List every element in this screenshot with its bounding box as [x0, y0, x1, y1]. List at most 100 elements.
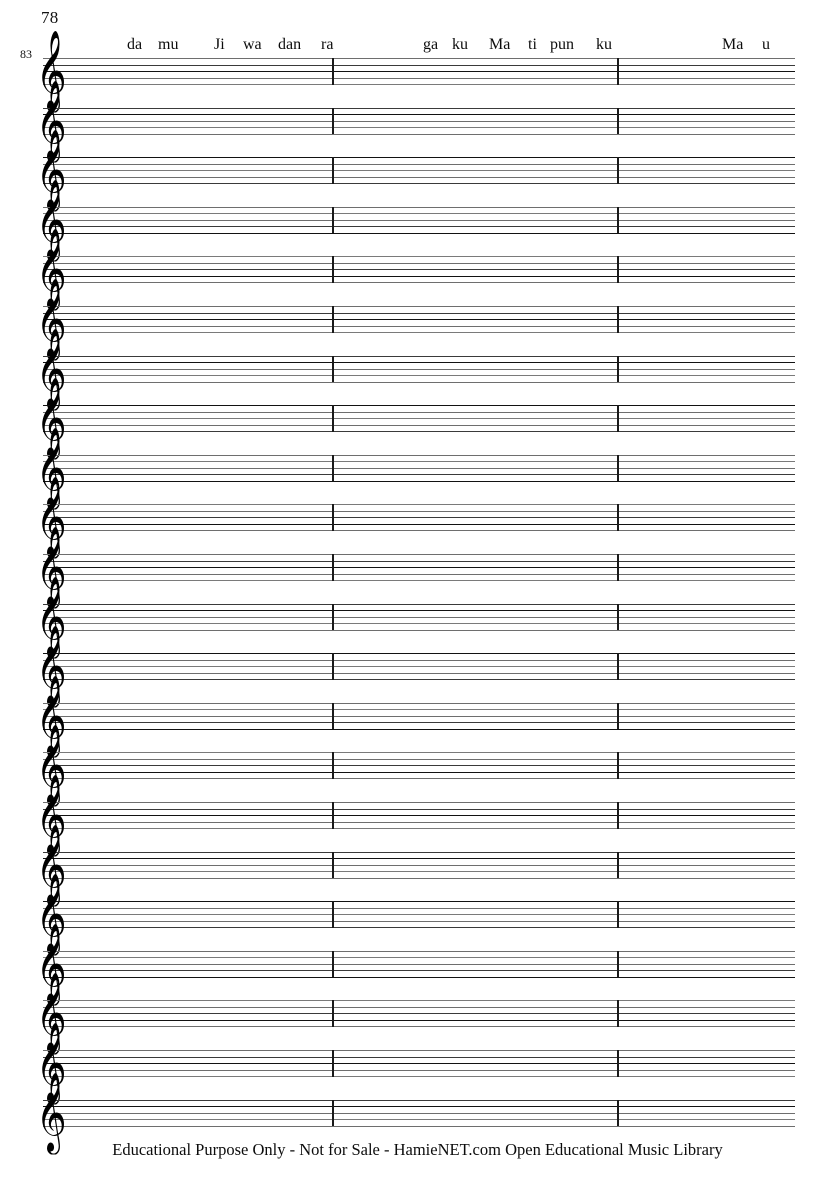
stave-line — [43, 1013, 795, 1015]
stave-line — [43, 653, 795, 655]
stave-line — [43, 325, 795, 327]
barline-2 — [617, 752, 619, 779]
lyric-syllable: Ma — [722, 36, 744, 53]
barline-1 — [332, 256, 334, 283]
barline-2 — [617, 107, 619, 135]
stave-line — [43, 808, 795, 810]
barline-1 — [332, 206, 334, 234]
barline-1 — [332, 157, 334, 184]
barline-2 — [617, 901, 619, 928]
stave-line — [43, 282, 795, 284]
stave-line — [43, 715, 795, 717]
stave-line — [43, 976, 795, 978]
stave-line — [43, 107, 795, 109]
stave-line — [43, 828, 795, 829]
lyric-syllable: dan — [278, 36, 302, 53]
barline-1 — [332, 554, 334, 581]
stave-line — [43, 368, 795, 370]
stave-line — [43, 920, 795, 922]
barline-2 — [617, 1000, 619, 1027]
stave-line — [43, 530, 795, 532]
lyric-syllable: ra — [321, 36, 334, 53]
stave-line — [43, 163, 795, 165]
stave-line — [43, 778, 795, 780]
barline-2 — [617, 702, 619, 730]
barline-2 — [617, 454, 619, 482]
stave — [43, 107, 795, 135]
stave-line — [43, 474, 795, 476]
stave — [43, 58, 795, 85]
stave-line — [43, 510, 795, 512]
stave-line — [43, 616, 795, 618]
stave-line — [43, 411, 795, 413]
barline-1 — [332, 306, 334, 333]
barline-1 — [332, 107, 334, 135]
stave-line — [43, 728, 795, 730]
barline-1 — [332, 1000, 334, 1027]
stave-line — [43, 851, 795, 853]
barline-1 — [332, 752, 334, 779]
barline-1 — [332, 405, 334, 432]
lyric-syllable: Ma — [489, 36, 511, 53]
stave-line — [43, 771, 795, 773]
barline-1 — [332, 702, 334, 730]
stave — [43, 603, 795, 631]
lyric-syllable: pun — [550, 36, 574, 53]
stave-line — [43, 213, 795, 215]
stave-line — [43, 659, 795, 661]
stave-line — [43, 864, 795, 866]
stave-line — [43, 629, 795, 631]
stave-line — [43, 1106, 795, 1108]
barline-1 — [332, 901, 334, 928]
stave — [43, 306, 795, 333]
barline-2 — [617, 950, 619, 978]
stave-line — [43, 312, 795, 314]
barline-2 — [617, 306, 619, 333]
barline-2 — [617, 355, 619, 383]
barline-2 — [617, 1050, 619, 1077]
stave-line — [43, 1099, 795, 1101]
stave-line — [43, 120, 795, 122]
stave-line — [43, 914, 795, 916]
stave-line — [43, 1119, 795, 1121]
stave — [43, 256, 795, 284]
stave-line — [43, 375, 795, 377]
stave-line — [43, 907, 795, 909]
stave — [43, 901, 795, 929]
barline-1 — [332, 653, 334, 680]
stave-line — [43, 758, 795, 760]
stave-line — [43, 858, 795, 860]
stave-line — [43, 927, 795, 929]
measure-number: 83 — [20, 47, 32, 61]
stave-line — [43, 623, 795, 625]
stave — [43, 554, 795, 581]
barline-2 — [617, 58, 619, 85]
stave-line — [43, 901, 795, 903]
stave-line — [43, 877, 795, 879]
stave-line — [43, 1050, 795, 1051]
barline-2 — [617, 206, 619, 234]
barline-2 — [617, 603, 619, 631]
stave-line — [43, 802, 795, 803]
barline-1 — [332, 1050, 334, 1077]
barline-2 — [617, 1099, 619, 1127]
stave — [43, 702, 795, 730]
stave-line — [43, 269, 795, 271]
stave-line — [43, 504, 795, 506]
stave-line — [43, 1056, 795, 1058]
barline-1 — [332, 355, 334, 383]
stave-line — [43, 275, 795, 277]
stave-line — [43, 418, 795, 420]
stave — [43, 206, 795, 234]
stave-line — [43, 666, 795, 668]
stave-line — [43, 84, 795, 85]
stave-line — [43, 871, 795, 873]
barline-2 — [617, 554, 619, 581]
footer-notice: Educational Purpose Only - Not for Sale … — [112, 1140, 723, 1159]
stave-line — [43, 133, 795, 135]
stave-line — [43, 567, 795, 568]
stave-line — [43, 262, 795, 264]
barline-1 — [332, 950, 334, 978]
barline-2 — [617, 802, 619, 829]
